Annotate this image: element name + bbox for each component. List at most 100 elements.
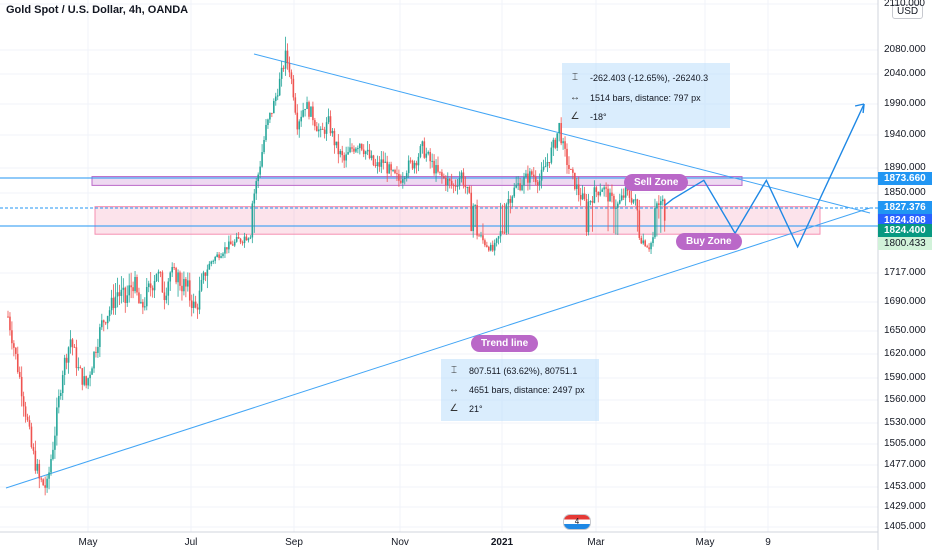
candle-body[interactable] — [648, 247, 650, 250]
candle-body[interactable] — [532, 174, 535, 177]
candle-body[interactable] — [69, 339, 72, 348]
candle-body[interactable] — [118, 292, 121, 296]
candle-body[interactable] — [550, 147, 553, 163]
candle-body[interactable] — [505, 204, 508, 233]
candle-body[interactable] — [660, 201, 662, 206]
candle-body[interactable] — [95, 351, 97, 353]
candle-body[interactable] — [480, 235, 482, 237]
candle-body[interactable] — [138, 292, 140, 304]
candle-body[interactable] — [190, 300, 193, 308]
candle-body[interactable] — [476, 204, 478, 236]
candle-body[interactable] — [407, 160, 410, 174]
candle-body[interactable] — [450, 180, 453, 186]
candle-body[interactable] — [81, 368, 84, 385]
candle-body[interactable] — [642, 240, 645, 244]
candle-body[interactable] — [325, 122, 328, 134]
candle-body[interactable] — [634, 199, 637, 201]
candle-body[interactable] — [503, 232, 506, 234]
candle-body[interactable] — [42, 479, 44, 486]
candle-body[interactable] — [595, 187, 598, 192]
candle-body[interactable] — [71, 339, 74, 347]
candle-body[interactable] — [20, 376, 23, 397]
candle-body[interactable] — [411, 160, 414, 169]
candle-body[interactable] — [384, 161, 387, 163]
candle-body[interactable] — [568, 164, 570, 169]
candle-body[interactable] — [48, 472, 50, 479]
candle-body[interactable] — [613, 195, 615, 209]
candle-body[interactable] — [114, 296, 117, 309]
candle-body[interactable] — [507, 199, 510, 205]
candle-body[interactable] — [587, 201, 590, 233]
candle-body[interactable] — [493, 242, 496, 251]
candle-body[interactable] — [474, 204, 476, 206]
candle-body[interactable] — [525, 173, 527, 178]
candle-body[interactable] — [409, 160, 412, 162]
candle-body[interactable] — [548, 161, 551, 163]
candle-body[interactable] — [134, 276, 136, 292]
candle-body[interactable] — [16, 353, 19, 372]
candle-body[interactable] — [181, 285, 183, 292]
candle-body[interactable] — [116, 292, 119, 297]
us-flag-icon[interactable]: 4 — [563, 514, 591, 530]
candle-body[interactable] — [558, 123, 560, 134]
candle-body[interactable] — [488, 246, 490, 251]
candle-body[interactable] — [159, 271, 162, 273]
candle-body[interactable] — [321, 128, 324, 130]
candle-body[interactable] — [433, 160, 435, 174]
candle-body[interactable] — [542, 166, 545, 170]
candle-body[interactable] — [466, 186, 469, 188]
candle-body[interactable] — [615, 207, 617, 209]
candle-body[interactable] — [263, 140, 265, 153]
candle-body[interactable] — [402, 179, 404, 183]
candle-body[interactable] — [316, 126, 318, 132]
candle-body[interactable] — [136, 276, 138, 293]
candle-body[interactable] — [36, 463, 39, 471]
candle-body[interactable] — [269, 112, 271, 120]
candle-body[interactable] — [560, 123, 562, 144]
candle-body[interactable] — [570, 168, 572, 170]
candle-body[interactable] — [22, 396, 25, 407]
candle-body[interactable] — [73, 346, 76, 348]
candle-body[interactable] — [603, 187, 605, 190]
candle-body[interactable] — [200, 279, 203, 291]
candle-body[interactable] — [323, 129, 326, 134]
candle-body[interactable] — [456, 185, 459, 187]
candle-body[interactable] — [609, 192, 611, 202]
candle-body[interactable] — [173, 267, 175, 269]
candle-body[interactable] — [54, 435, 56, 450]
candle-body[interactable] — [188, 280, 191, 301]
candle-body[interactable] — [566, 148, 568, 165]
candle-body[interactable] — [273, 101, 275, 114]
candle-body[interactable] — [368, 149, 371, 159]
candle-body[interactable] — [165, 295, 168, 301]
candle-body[interactable] — [380, 159, 383, 167]
candle-body[interactable] — [579, 195, 582, 200]
candle-body[interactable] — [163, 292, 166, 301]
candle-body[interactable] — [540, 169, 543, 181]
candle-body[interactable] — [151, 287, 154, 291]
candle-body[interactable] — [187, 280, 189, 287]
candle-body[interactable] — [282, 67, 285, 69]
candle-body[interactable] — [218, 254, 220, 258]
candle-body[interactable] — [333, 130, 336, 146]
candle-body[interactable] — [421, 141, 424, 147]
trendline-upper[interactable] — [253, 53, 871, 214]
candle-body[interactable] — [439, 171, 441, 173]
candle-body[interactable] — [202, 272, 205, 280]
candle-body[interactable] — [374, 164, 377, 167]
candle-body[interactable] — [630, 197, 633, 203]
candle-body[interactable] — [605, 187, 607, 189]
candle-body[interactable] — [157, 271, 160, 274]
candle-body[interactable] — [392, 170, 394, 172]
candle-body[interactable] — [169, 272, 172, 282]
candle-body[interactable] — [130, 285, 132, 288]
candle-body[interactable] — [347, 152, 349, 155]
candle-body[interactable] — [460, 172, 463, 179]
candle-body[interactable] — [353, 148, 355, 152]
candle-body[interactable] — [652, 237, 654, 244]
candle-body[interactable] — [331, 130, 334, 134]
candle-body[interactable] — [161, 272, 164, 293]
candle-body[interactable] — [294, 97, 297, 113]
candle-body[interactable] — [224, 247, 226, 254]
candle-body[interactable] — [261, 152, 263, 167]
